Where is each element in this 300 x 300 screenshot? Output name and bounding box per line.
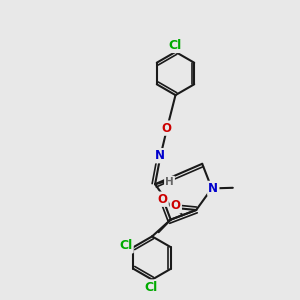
Text: O: O (161, 122, 172, 135)
Text: O: O (171, 199, 181, 212)
Text: Cl: Cl (168, 39, 182, 52)
Text: Cl: Cl (119, 239, 133, 252)
Text: O: O (158, 193, 168, 206)
Text: Cl: Cl (144, 280, 157, 294)
Text: H: H (165, 177, 174, 187)
Text: N: N (155, 149, 165, 162)
Text: N: N (208, 182, 218, 195)
